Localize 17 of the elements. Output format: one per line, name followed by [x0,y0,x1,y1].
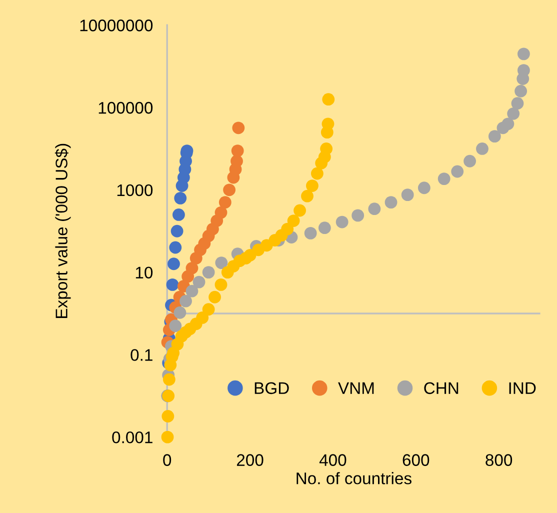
x-tick-label: 400 [319,454,346,466]
y-tick-label: 0.1 [130,349,152,361]
y-axis-title: Export value ('000 US$) [54,144,71,318]
x-tick-label: 0 [163,454,172,466]
y-tick-label: 10 [136,266,153,279]
x-axis-title: No. of countries [296,472,412,484]
y-tick-label: 10000000 [80,20,153,32]
legend-label: VNM [338,382,374,394]
x-tick-label: 200 [236,454,264,466]
y-tick-label: 0.001 [112,431,152,444]
y-tick-label: 1000 [117,184,153,196]
legend-label: IND [509,382,536,394]
y-tick-label: 100000 [98,102,153,114]
x-tick-label: 800 [486,454,512,466]
legend-label: CHN [424,382,458,394]
x-tick-label: 600 [402,454,430,466]
legend-label: BGD [254,382,289,394]
